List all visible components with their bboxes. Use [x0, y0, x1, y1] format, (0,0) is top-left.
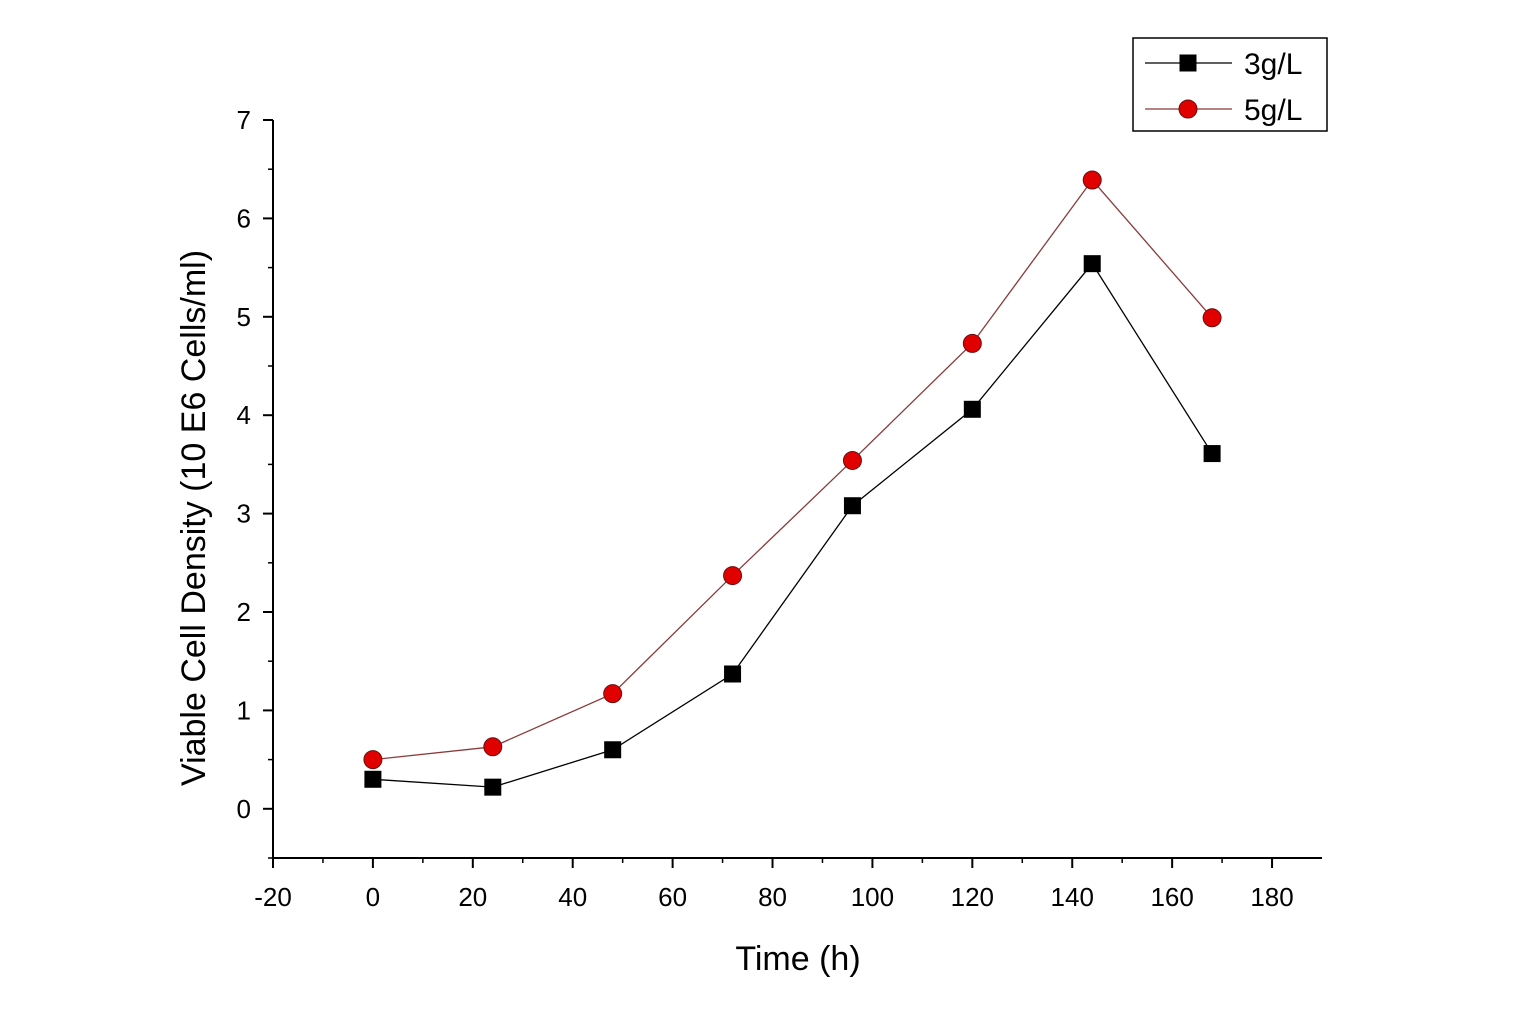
legend-marker: [1179, 54, 1197, 72]
legend-label: 3g/L: [1244, 48, 1302, 81]
x-tick-label: 140: [1051, 882, 1094, 912]
legend-box: [1132, 37, 1328, 132]
data-point: [1202, 308, 1222, 328]
x-tick-label: 180: [1250, 882, 1293, 912]
x-tick-label: 120: [951, 882, 994, 912]
data-point: [364, 770, 382, 788]
data-point: [363, 750, 383, 770]
data-point: [962, 333, 982, 353]
axes: [272, 120, 1322, 859]
x-axis-title: Time (h): [735, 940, 860, 978]
data-point: [604, 741, 622, 759]
y-tick-label: 5: [237, 302, 251, 332]
legend-label: 5g/L: [1244, 94, 1302, 127]
data-point: [723, 566, 743, 586]
series-3g-l: [364, 255, 1221, 796]
data-point: [484, 778, 502, 796]
series-layer: [363, 170, 1222, 796]
data-point: [963, 400, 981, 418]
series-5g-l: [363, 170, 1222, 770]
y-tick-label: 1: [237, 695, 251, 725]
data-point: [843, 497, 861, 515]
y-axis-title: Viable Cell Density (10 E6 Cells/ml): [175, 250, 213, 786]
x-tick-label: 40: [558, 882, 587, 912]
y-tick-label: 6: [237, 203, 251, 233]
x-tick-label: 160: [1150, 882, 1193, 912]
x-tick-label: 80: [758, 882, 787, 912]
data-point: [483, 737, 503, 757]
x-tick-label: -20: [254, 882, 292, 912]
legend-item-3g-l: 3g/L: [1145, 48, 1302, 81]
y-tick-label: 3: [237, 499, 251, 529]
data-point: [1082, 170, 1102, 190]
legend-item-5g-l: 5g/L: [1145, 94, 1302, 127]
y-tick-label: 2: [237, 597, 251, 627]
data-point: [842, 450, 862, 470]
x-tick-label: 100: [851, 882, 894, 912]
y-tick-label: 0: [237, 794, 251, 824]
series-line: [372, 262, 1213, 788]
x-axis-ticks: -20 0 20 40 60 80 100 120 140 160 180: [254, 858, 1294, 912]
series-line: [372, 178, 1213, 761]
x-tick-label: 0: [366, 882, 380, 912]
legend: 3g/L 5g/L: [1132, 37, 1328, 132]
x-tick-label: 20: [458, 882, 487, 912]
y-axis-ticks: 0 1 2 3 4 5 6 7: [237, 105, 273, 859]
data-point: [603, 684, 623, 704]
legend-marker: [1178, 99, 1198, 119]
data-point: [1083, 255, 1101, 273]
y-tick-label: 7: [237, 105, 251, 135]
data-point: [724, 665, 742, 683]
y-tick-label: 4: [237, 400, 251, 430]
data-point: [1203, 445, 1221, 463]
x-tick-label: 60: [658, 882, 687, 912]
